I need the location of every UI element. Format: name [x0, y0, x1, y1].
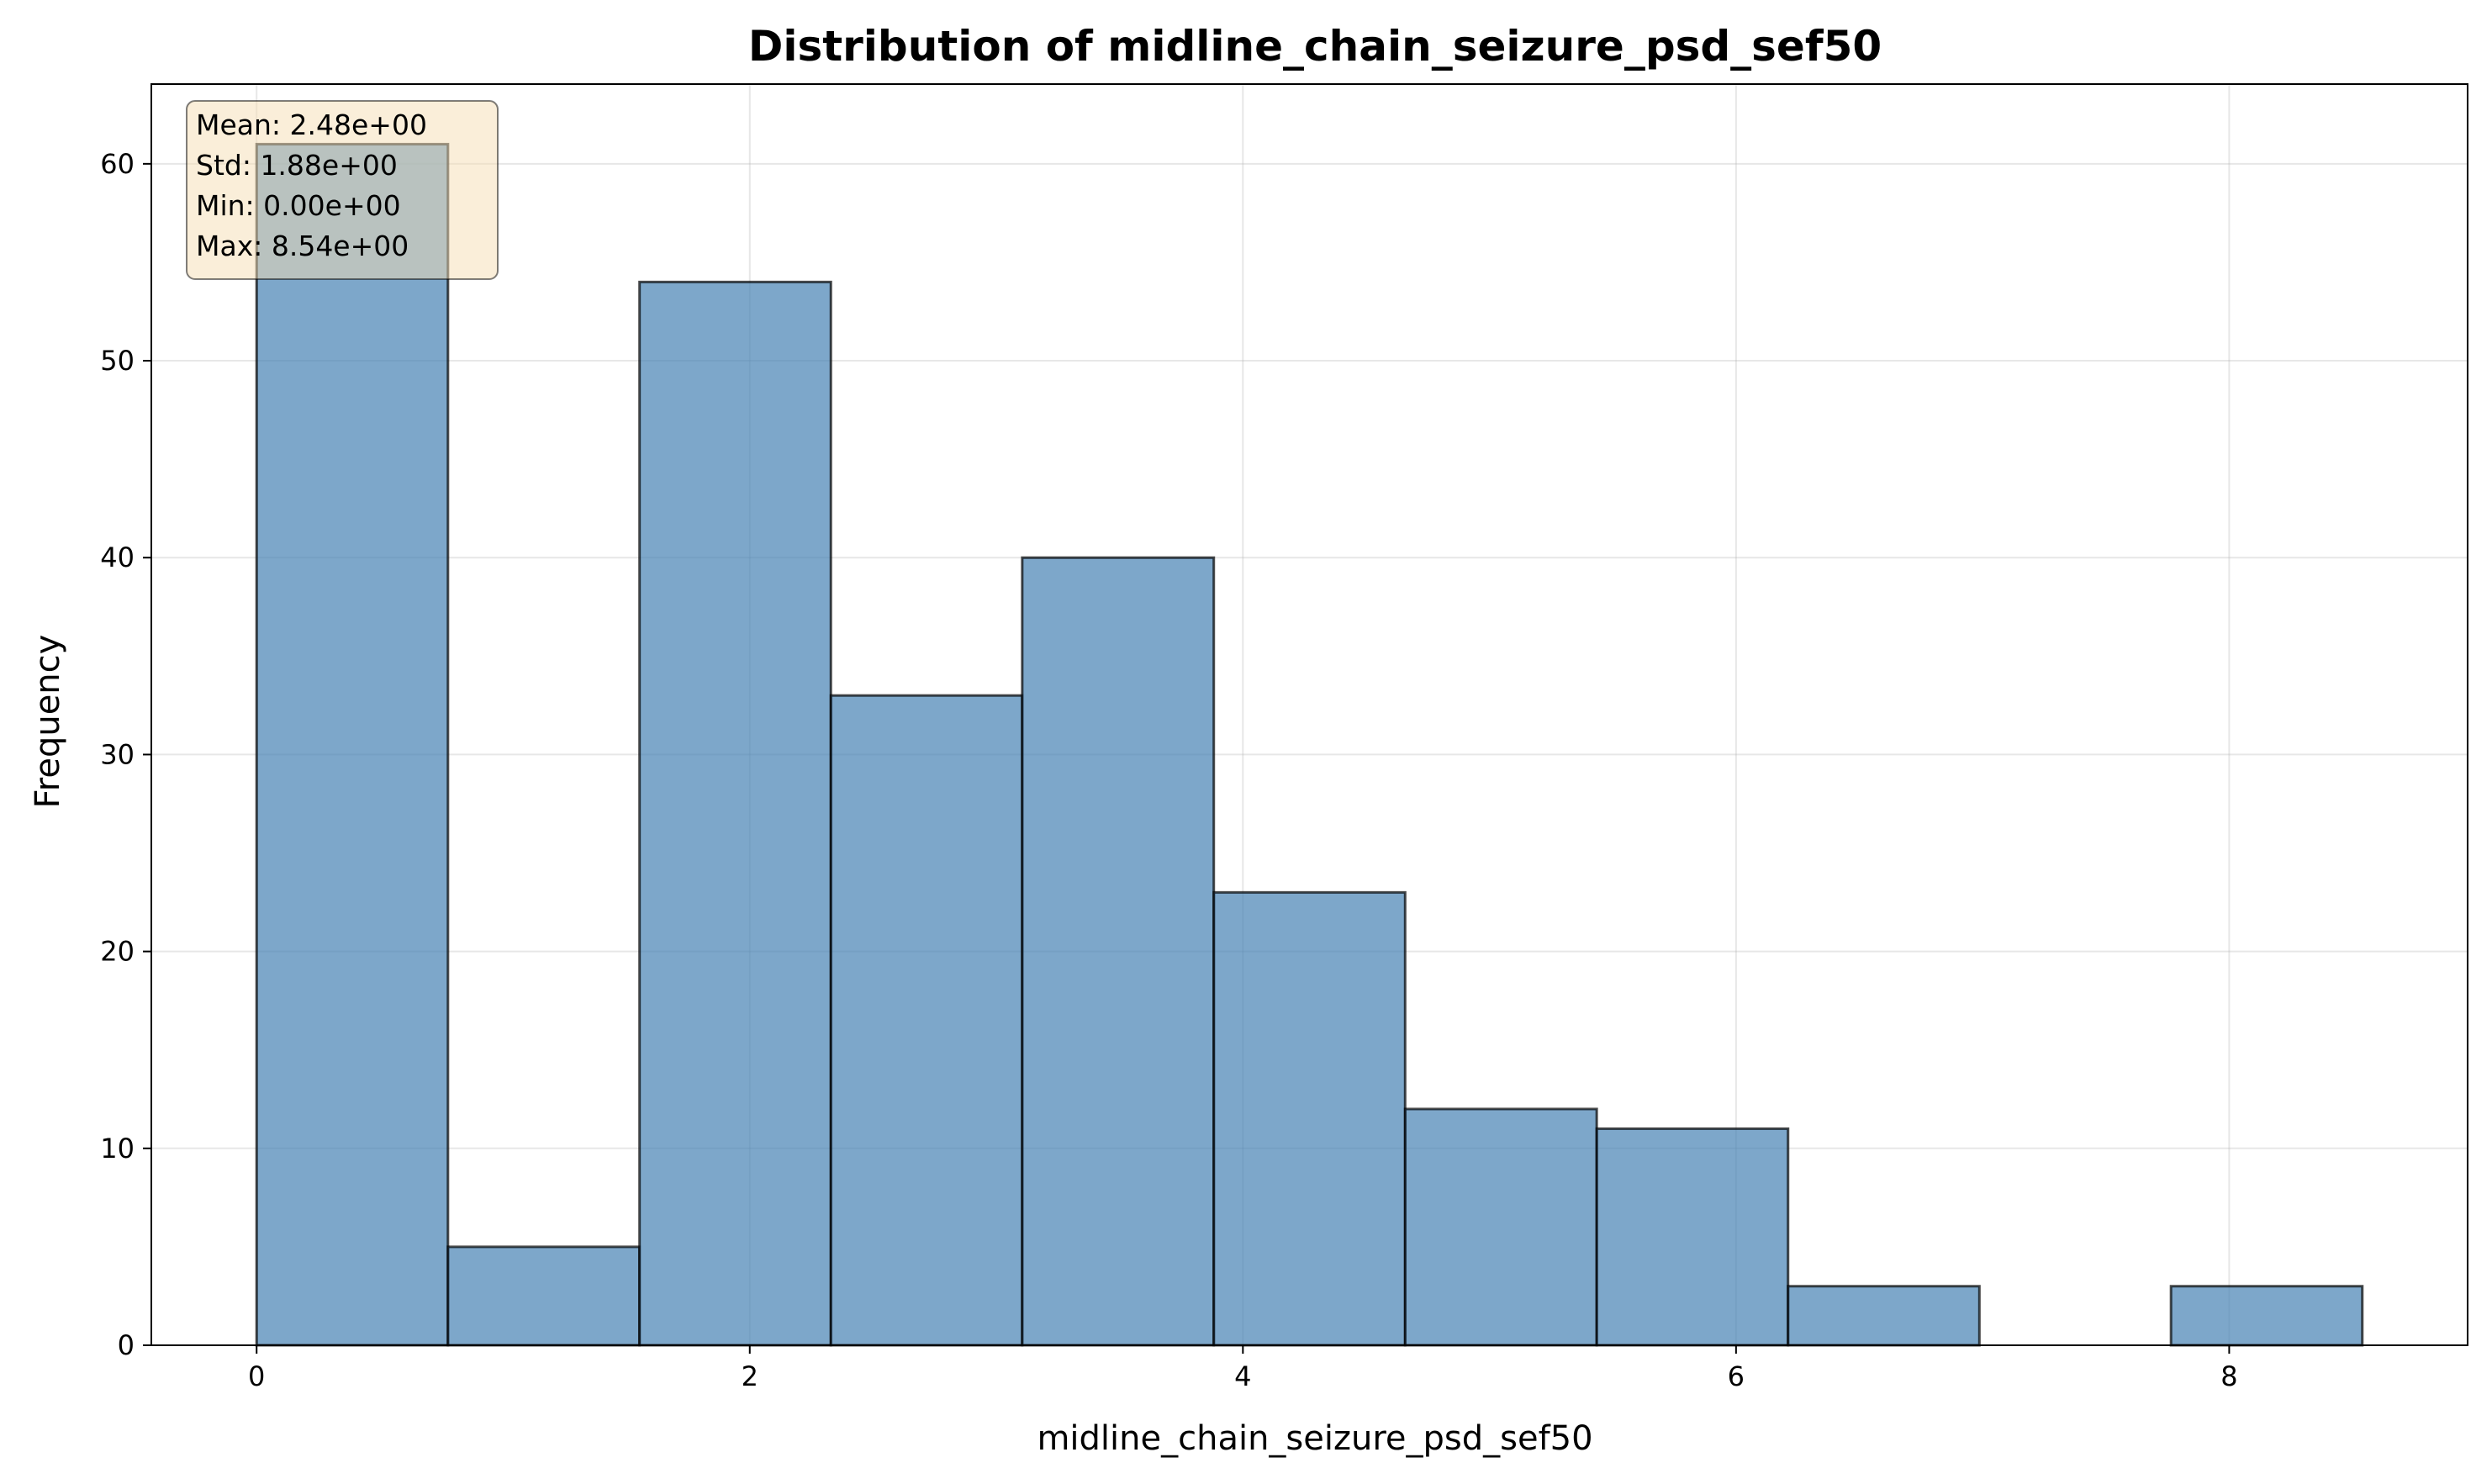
y-tick-label: 20 [100, 936, 135, 968]
stats-std: Std: 1.88e+00 [196, 149, 398, 182]
y-tick-label: 40 [100, 541, 135, 573]
y-axis-ticks: 0 10 20 30 40 50 60 [100, 148, 151, 1361]
y-tick-label: 50 [100, 345, 135, 377]
stats-min: Min: 0.00e+00 [196, 189, 401, 222]
histogram-bar [1787, 1285, 1981, 1347]
histogram-bar [829, 694, 1024, 1347]
histogram-bar [255, 142, 450, 1347]
x-tick-label: 2 [742, 1360, 758, 1392]
x-tick-label: 4 [1234, 1360, 1251, 1392]
x-tick-label: 0 [248, 1360, 265, 1392]
histogram-bar [1595, 1127, 1790, 1347]
histogram-bar [1212, 890, 1407, 1347]
x-tick-label: 8 [2220, 1360, 2237, 1392]
chart-title: Distribution of midline_chain_seizure_ps… [748, 22, 1882, 71]
stats-box-background [186, 100, 499, 280]
stats-box: Mean: 2.48e+00 Std: 1.88e+00 Min: 0.00e+… [186, 100, 499, 280]
y-tick-label: 30 [100, 738, 135, 770]
plot-frame [150, 83, 2468, 1346]
x-axis-label: midline_chain_seizure_psd_sef50 [1037, 1419, 1592, 1458]
histogram-bar [446, 1245, 641, 1347]
grid-lines [151, 84, 2468, 1346]
histogram-bar [638, 280, 832, 1347]
y-tick-label: 60 [100, 148, 135, 180]
x-axis-ticks: 0 2 4 6 8 [248, 1345, 2238, 1392]
stats-mean: Mean: 2.48e+00 [196, 108, 427, 141]
x-tick-label: 6 [1728, 1360, 1745, 1392]
histogram-bar [2169, 1285, 2364, 1347]
histogram-bar [1403, 1107, 1598, 1347]
y-tick-label: 0 [118, 1329, 135, 1361]
histogram-bars [255, 142, 2364, 1347]
y-tick-label: 10 [100, 1133, 135, 1164]
histogram-bar [1021, 556, 1216, 1347]
y-axis-label: Frequency [29, 635, 67, 809]
stats-max: Max: 8.54e+00 [196, 230, 409, 262]
